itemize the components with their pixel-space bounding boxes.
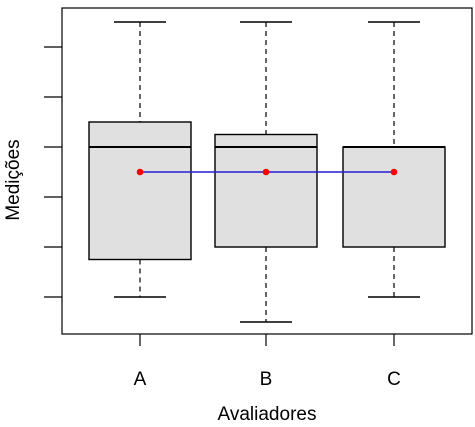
- box-group: [88, 21, 446, 323]
- box-A: [88, 21, 192, 298]
- y-axis-label: Medições: [3, 139, 24, 220]
- mean-point-C: [390, 168, 398, 176]
- box-B: [214, 21, 318, 323]
- box-body: [214, 133, 318, 248]
- box-body: [88, 121, 192, 261]
- plot-frame: [61, 7, 473, 335]
- x-tick-label-B: B: [260, 369, 273, 390]
- x-axis-label: Avaliadores: [218, 404, 317, 425]
- box-body: [342, 146, 446, 248]
- y-axis-ticks: [44, 46, 62, 298]
- x-tick-label-C: C: [387, 369, 401, 390]
- mean-group: [136, 168, 398, 176]
- x-axis-ticks: A B C: [134, 334, 401, 390]
- x-tick-label-A: A: [134, 369, 147, 390]
- box-C: [342, 21, 446, 298]
- mean-point-A: [136, 168, 144, 176]
- mean-point-B: [262, 168, 270, 176]
